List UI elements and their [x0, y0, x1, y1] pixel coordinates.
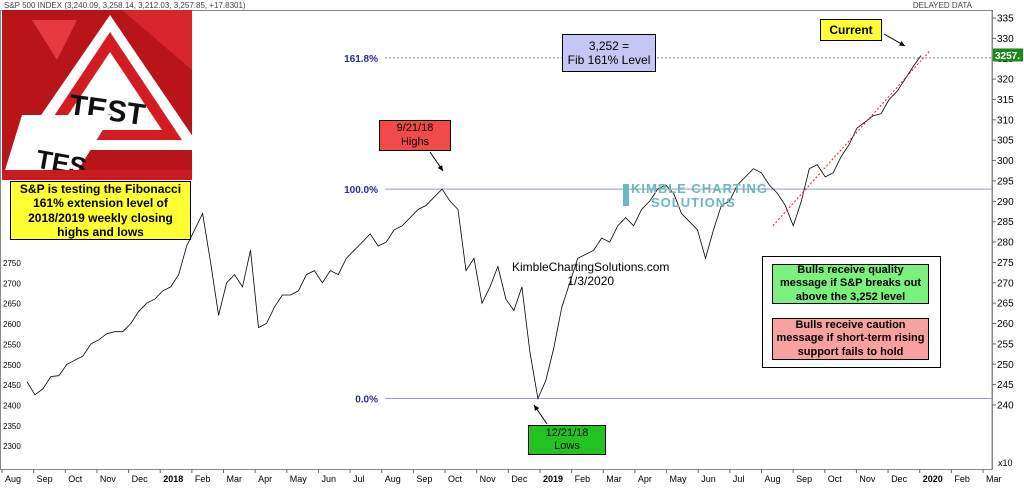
price-series-line: [26, 55, 922, 400]
right-tick-label: 310: [997, 115, 1014, 126]
fib-level-label: 100.0%: [344, 185, 378, 196]
caption-box: S&P is testing the Fibonacci 161% extens…: [10, 181, 191, 240]
right-tick-label: 300: [997, 156, 1014, 167]
right-tick-label: 320: [997, 75, 1014, 86]
right-tick-label: 315: [997, 95, 1014, 106]
rising-support-line: [772, 50, 931, 227]
lows-label: Lows: [554, 440, 580, 452]
left-tick-label: 2700: [3, 279, 21, 288]
right-tick-label: 275: [997, 258, 1014, 269]
x-tick-label: Feb: [575, 474, 591, 484]
x-tick-label: Nov: [480, 474, 497, 484]
right-tick-label: 280: [997, 238, 1014, 249]
x-tick-label: Jul: [353, 474, 365, 484]
x-tick-label: Nov: [859, 474, 876, 484]
chart-date: 1/3/2020: [567, 274, 615, 288]
left-tick-label: 2750: [3, 259, 21, 268]
delayed-data-label: DELAYED DATA: [912, 1, 972, 10]
last-value-tag: [993, 48, 1023, 62]
x-tick-label: May: [290, 474, 308, 484]
left-tick-label: 2550: [3, 340, 21, 349]
chart-info-header: S&P 500 INDEX (3,240.09, 3,258.14, 3,212…: [4, 1, 246, 10]
left-tick-label: 2300: [3, 442, 21, 451]
x-tick-label: 2019: [543, 474, 563, 484]
right-tick-label: 285: [997, 217, 1014, 228]
site-label: KimbleChartingSolutions.com 1/3/2020: [512, 260, 669, 288]
bulls-quality-text: Bulls receive quality message if S&P bre…: [779, 264, 922, 303]
fib-level-box: 3,252 = Fib 161% Level: [562, 34, 656, 72]
x-tick-label: Oct: [68, 474, 83, 484]
x-tick-label: Oct: [828, 474, 843, 484]
bulls-quality-box: Bulls receive quality message if S&P bre…: [772, 264, 929, 304]
x-tick-label: Jun: [321, 474, 336, 484]
current-label: Current: [829, 22, 873, 37]
right-tick-label: 255: [997, 339, 1014, 350]
caption-text: S&P is testing the Fibonacci 161% extens…: [19, 181, 182, 239]
test-sign-image: TEST TES: [2, 10, 192, 180]
x-tick-label: Apr: [638, 474, 652, 484]
highs-arrow-head: [437, 165, 443, 171]
watermark-line1: KIMBLE CHARTING: [631, 181, 769, 196]
x-tick-label: Oct: [448, 474, 463, 484]
x-tick-label: Apr: [258, 474, 272, 484]
fib-level-label: 161.8%: [344, 54, 378, 65]
left-tick-label: 2450: [3, 381, 21, 390]
right-tick-label: 335: [997, 14, 1014, 25]
highs-box: 9/21/18 Highs: [379, 120, 451, 151]
right-tick-label: 305: [997, 136, 1014, 147]
left-tick-label: 2650: [3, 300, 21, 309]
right-tick-label: 295: [997, 176, 1014, 187]
x-tick-label: Mar: [606, 474, 622, 484]
x-tick-label: Sep: [416, 474, 432, 484]
current-box: Current: [820, 19, 882, 41]
left-tick-label: 2600: [3, 320, 21, 329]
x-tick-label: Sep: [37, 474, 53, 484]
x-tick-label: Jul: [733, 474, 745, 484]
fib-box-line2: Fib 161% Level: [567, 53, 651, 67]
x-tick-label: May: [670, 474, 688, 484]
x-tick-label: 2018: [163, 474, 183, 484]
right-tick-label: 290: [997, 197, 1014, 208]
left-tick-label: 2400: [3, 402, 21, 411]
last-value-label: 3257.: [995, 51, 1020, 62]
x-tick-label: Mar: [227, 474, 243, 484]
right-tick-label: 245: [997, 380, 1014, 391]
x-tick-label: Dec: [511, 474, 528, 484]
x10-label: x10: [998, 458, 1013, 468]
right-tick-label: 265: [997, 299, 1014, 310]
bulls-caution-text: Bulls receive caution message if short-t…: [776, 319, 925, 358]
x-tick-label: Feb: [195, 474, 211, 484]
x-tick-label: Mar: [986, 474, 1002, 484]
left-tick-label: 2500: [3, 361, 21, 370]
x-tick-label: Dec: [132, 474, 149, 484]
right-tick-label: 240: [997, 401, 1014, 412]
lows-arrow-head: [534, 405, 540, 411]
x-tick-label: Dec: [891, 474, 908, 484]
lows-box: 12/21/18 Lows: [528, 425, 606, 455]
fib-level-label: 0.0%: [355, 394, 378, 405]
x-tick-label: Aug: [764, 474, 780, 484]
current-arrow-head: [899, 41, 905, 46]
right-tick-label: 270: [997, 278, 1014, 289]
right-tick-label: 250: [997, 360, 1014, 371]
site-name: KimbleChartingSolutions.com: [512, 260, 670, 274]
x-tick-label: Feb: [954, 474, 970, 484]
x-tick-label: 2020: [923, 474, 943, 484]
bulls-caution-box: Bulls receive caution message if short-t…: [772, 318, 929, 360]
right-tick-label: 330: [997, 34, 1014, 45]
lows-date: 12/21/18: [545, 426, 589, 439]
x-tick-label: Jun: [701, 474, 716, 484]
x-tick-label: Aug: [385, 474, 401, 484]
x-tick-label: Aug: [5, 474, 21, 484]
right-tick-label: 260: [997, 319, 1014, 330]
fib-box-line1: 3,252 =: [588, 38, 630, 53]
left-tick-label: 2350: [3, 422, 21, 431]
watermark-logo: KIMBLE CHARTING SOLUTIONS: [623, 182, 767, 212]
highs-label: Highs: [400, 135, 430, 148]
highs-date: 9/21/18: [396, 122, 434, 135]
x-tick-label: Nov: [100, 474, 117, 484]
x-tick-label: Sep: [796, 474, 812, 484]
watermark-line2: SOLUTIONS: [651, 195, 736, 210]
